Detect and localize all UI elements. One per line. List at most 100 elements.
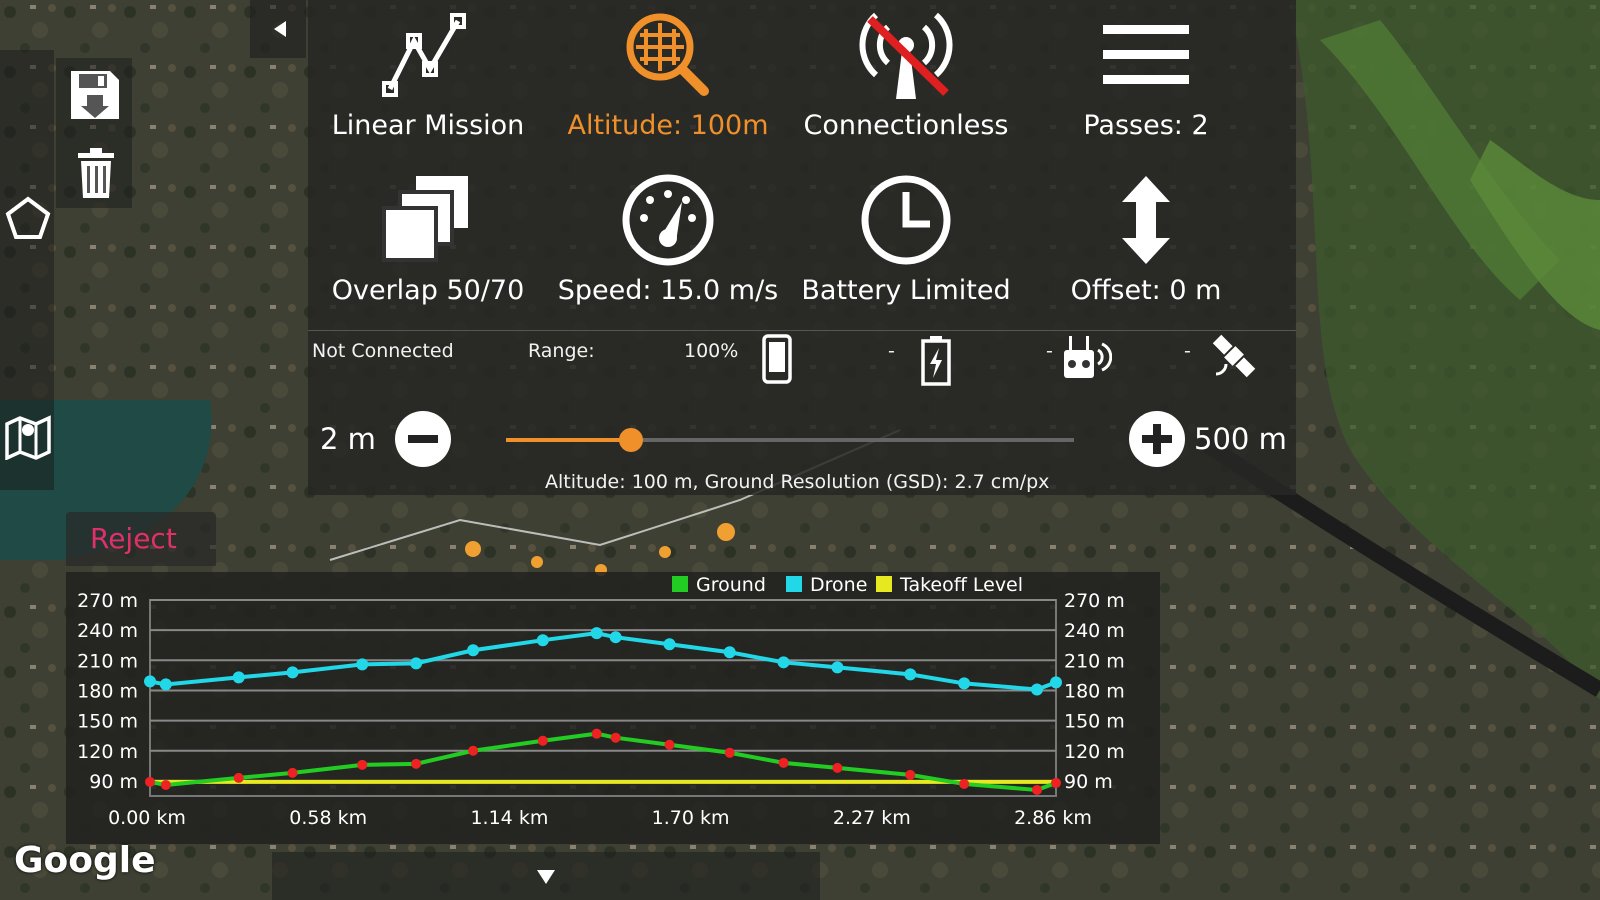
ground-point: [959, 778, 970, 789]
y-axis-left: 270 m 240 m 210 m 180 m 150 m 120 m 90 m: [77, 590, 138, 793]
drone-waypoint: [609, 631, 622, 644]
connection-label: Connectionless: [803, 110, 1009, 141]
collapse-panel-button[interactable]: [250, 0, 306, 58]
remote-value: -: [1046, 340, 1053, 362]
overlap-button[interactable]: Overlap 50/70: [308, 165, 548, 306]
offset-label: Offset: 0 m: [1070, 275, 1222, 306]
drone-waypoint: [410, 657, 423, 670]
drone-waypoint: [904, 668, 917, 681]
y-tick-label: 210 m: [1064, 650, 1125, 672]
passes-label: Passes: 2: [1083, 110, 1209, 141]
linear-path-icon: [382, 13, 466, 97]
no-signal-icon: [859, 12, 953, 99]
google-logo: Google: [14, 840, 156, 881]
ground-point: [411, 758, 422, 769]
ground-point: [145, 776, 155, 787]
y-tick-label: 90 m: [1064, 771, 1113, 793]
menu-lines-icon: [1103, 25, 1189, 84]
drone-waypoint: [356, 658, 369, 671]
trash-icon[interactable]: [76, 148, 116, 198]
ground-point: [832, 762, 843, 773]
drone-waypoint: [831, 661, 844, 674]
slider-thumb[interactable]: [618, 428, 643, 452]
reject-button[interactable]: Reject: [66, 512, 216, 566]
connection-status: Not Connected: [312, 340, 454, 362]
y-tick-label: 270 m: [77, 590, 138, 612]
chart-legend: Ground Drone Takeoff Level: [672, 574, 1023, 596]
ground-point: [233, 772, 244, 783]
slider-min-label: 2 m: [320, 422, 376, 456]
triangle-down-icon: [537, 870, 555, 884]
y-tick-label: 120 m: [1064, 741, 1125, 763]
connection-button[interactable]: Connectionless: [786, 0, 1026, 141]
linear-mission-button[interactable]: Linear Mission: [308, 0, 548, 141]
satellite-icon: [1212, 334, 1256, 378]
drone-waypoint: [536, 634, 549, 647]
altitude-label: Altitude: 100m: [567, 110, 769, 141]
drone-waypoint: [467, 644, 480, 657]
legend-swatch: [672, 576, 688, 592]
ground-point: [287, 767, 298, 778]
chart-grid: [149, 599, 1057, 797]
altitude-button[interactable]: Altitude: 100m: [548, 0, 788, 141]
ground-point: [468, 745, 479, 756]
polygon-icon[interactable]: [5, 196, 51, 240]
drone-waypoint: [958, 677, 971, 690]
mission-settings-panel: Linear Mission Altitude: 100m Connection…: [308, 0, 1296, 495]
range-label: Range:: [528, 340, 595, 362]
x-tick-label: 2.86 km: [1014, 807, 1092, 829]
ground-point: [357, 759, 368, 770]
battery-limit-button[interactable]: Battery Limited: [786, 165, 1026, 306]
zoom-out-button[interactable]: [394, 410, 452, 468]
altitude-slider[interactable]: [506, 420, 1074, 460]
divider: [308, 330, 1296, 331]
x-tick-label: 0.00 km: [108, 807, 186, 829]
ground-point: [664, 739, 675, 750]
ground-point: [160, 779, 171, 790]
y-tick-label: 90 m: [89, 771, 138, 793]
legend-label: Drone: [810, 574, 867, 596]
slider-max-label: 500 m: [1194, 422, 1287, 456]
x-axis: 0.00 km 0.58 km 1.14 km 1.70 km 2.27 km 2.86 …: [108, 807, 1092, 829]
ground-point: [610, 732, 621, 743]
ground-point: [778, 757, 789, 768]
ground-point: [1051, 777, 1061, 788]
legend-label: Ground: [696, 574, 766, 596]
elevation-profile-chart: Ground Drone Takeoff Level 270 m 240 m 210 m…: [66, 572, 1160, 844]
x-tick-label: 0.58 km: [289, 807, 367, 829]
speed-button[interactable]: Speed: 15.0 m/s: [548, 165, 788, 306]
save-icon[interactable]: [68, 68, 122, 122]
drone-waypoint: [144, 675, 156, 688]
phone-battery-value: 100%: [684, 340, 739, 362]
y-tick-label: 210 m: [77, 650, 138, 672]
map-layers-icon[interactable]: [4, 414, 52, 460]
x-tick-label: 1.14 km: [470, 807, 548, 829]
drone-waypoint: [663, 638, 676, 651]
ground-point: [591, 728, 602, 739]
elevation-chart-svg: Ground Drone Takeoff Level 270 m 240 m 210 m…: [77, 574, 1125, 829]
drone-waypoint: [777, 656, 790, 669]
series-line-ground: [149, 731, 1057, 792]
expand-chart-button[interactable]: [272, 852, 820, 900]
drone-waypoint: [1050, 676, 1062, 689]
y-tick-label: 150 m: [1064, 711, 1125, 733]
overlap-squares-icon: [382, 176, 468, 262]
drone-waypoint: [590, 627, 603, 640]
y-tick-label: 180 m: [1064, 680, 1125, 702]
offset-button[interactable]: Offset: 0 m: [1026, 165, 1266, 306]
drone-waypoint: [286, 666, 299, 679]
battery-charging-icon: [921, 336, 951, 386]
legend-swatch: [876, 576, 892, 592]
drone-waypoint: [1030, 683, 1043, 696]
x-tick-label: 1.70 km: [652, 807, 730, 829]
ground-point: [1031, 784, 1042, 795]
grid-search-icon: [626, 13, 709, 96]
battery-limit-label: Battery Limited: [801, 275, 1011, 306]
speed-label: Speed: 15.0 m/s: [557, 275, 779, 306]
remote-controller-icon: [1064, 336, 1112, 378]
passes-button[interactable]: Passes: 2: [1026, 0, 1266, 141]
ground-point: [537, 735, 548, 746]
zoom-in-button[interactable]: [1128, 410, 1186, 468]
phone-icon: [762, 334, 792, 384]
linear-mission-label: Linear Mission: [331, 110, 525, 141]
